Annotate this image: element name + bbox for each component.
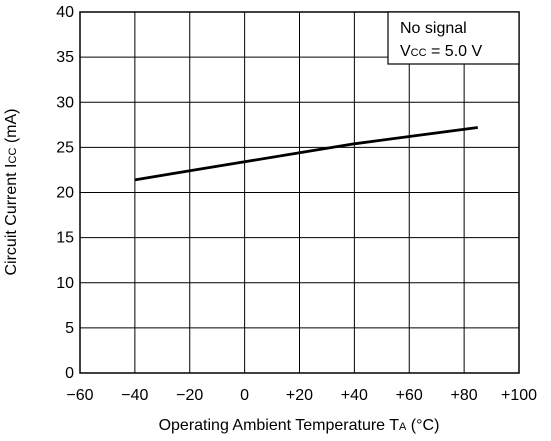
annotation-vcc-sub: CC xyxy=(411,47,427,59)
annotation-line-1: No signal xyxy=(400,20,467,37)
y-tick-label: 25 xyxy=(56,139,74,156)
y-tick-label: 30 xyxy=(56,94,74,111)
x-tick-label: +80 xyxy=(451,387,478,404)
x-axis-title: Operating Ambient Temperature TA (°C) xyxy=(159,417,440,434)
x-tick-label: 0 xyxy=(240,387,249,404)
y-axis-title-unit: (mA) xyxy=(3,108,20,147)
x-tick-label: +100 xyxy=(501,387,537,404)
annotation-box: No signal VCC = 5.0 V xyxy=(388,12,519,64)
x-tick-label: −20 xyxy=(176,387,203,404)
x-tick-label: +40 xyxy=(341,387,368,404)
x-tick-label: +60 xyxy=(396,387,423,404)
y-axis-title-main: Circuit Current I xyxy=(3,163,20,275)
y-tick-label: 0 xyxy=(65,365,74,382)
x-tick-label: −60 xyxy=(66,387,93,404)
x-tick-label: +20 xyxy=(286,387,313,404)
annotation-vcc-value: = 5.0 V xyxy=(427,43,483,60)
y-axis-ticks: 0 5 10 15 20 25 30 35 40 xyxy=(56,4,74,382)
x-axis-ticks: −60 −40 −20 0 +20 +40 +60 +80 +100 xyxy=(66,387,537,404)
y-axis-title-sub: CC xyxy=(7,148,19,164)
y-tick-label: 5 xyxy=(65,320,74,337)
y-axis-title: Circuit Current ICC (mA) xyxy=(3,108,20,275)
x-tick-label: −40 xyxy=(121,387,148,404)
annotation-vcc-main: V xyxy=(400,43,411,60)
y-tick-label: 35 xyxy=(56,49,74,66)
y-tick-label: 20 xyxy=(56,185,74,202)
y-tick-label: 10 xyxy=(56,275,74,292)
x-axis-title-unit: (°C) xyxy=(406,417,439,434)
y-tick-label: 40 xyxy=(56,4,74,21)
y-tick-label: 15 xyxy=(56,230,74,247)
x-axis-title-main: Operating Ambient Temperature T xyxy=(159,417,400,434)
